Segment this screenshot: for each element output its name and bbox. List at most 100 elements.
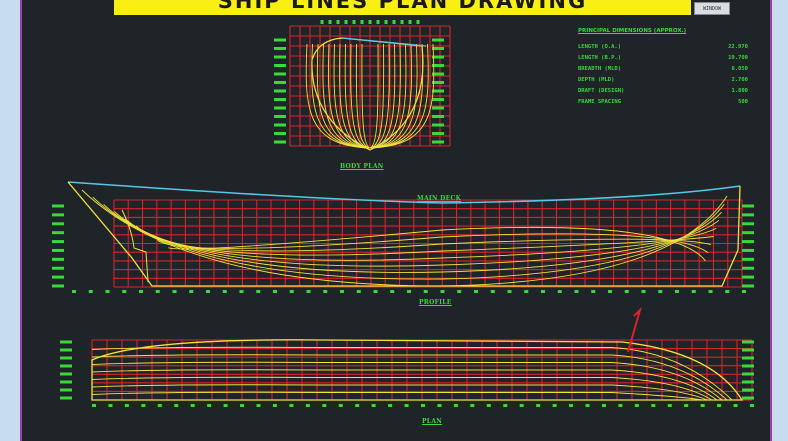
body-plan-station-mark	[320, 20, 324, 24]
banner-text: SHIP LINES PLAN DRAWING	[217, 0, 588, 13]
profile-buttock-line	[103, 204, 722, 273]
plan-waterline-mark	[60, 356, 72, 360]
plan-station-tick	[667, 404, 672, 407]
profile-station-tick	[373, 290, 378, 293]
plan-station-tick	[453, 404, 458, 407]
main-deck-line	[67, 181, 741, 204]
plan-station-tick	[503, 404, 508, 407]
profile-station-tick	[407, 290, 411, 293]
body-plan-waterline-mark	[432, 72, 444, 76]
profile-station-tick	[474, 290, 478, 293]
profile-station-tick	[658, 290, 663, 293]
profile-station-tick	[340, 290, 344, 293]
plan-waterline-mark	[60, 340, 72, 344]
profile-station-tick	[323, 290, 328, 293]
profile-waterline-mark	[742, 257, 754, 261]
body-plan-section-line	[369, 43, 418, 149]
plan-station-tick	[601, 404, 606, 407]
profile-waterline-mark	[742, 284, 754, 288]
profile-waterline-mark	[52, 248, 64, 252]
body-plan-section-line	[369, 43, 379, 149]
profile-station-tick	[306, 290, 311, 293]
plan-station-tick	[174, 404, 179, 407]
dimension-row: LENGTH (B.P.) 19.700	[578, 55, 748, 66]
plan-station-tick	[486, 404, 491, 407]
plan-waterline-mark	[60, 364, 72, 368]
dimension-value: 1.800	[731, 88, 748, 94]
profile-waterline-mark	[742, 204, 754, 208]
window-control-button[interactable]: WINDOW	[694, 2, 730, 15]
body-plan-waterline-mark	[432, 123, 444, 127]
plan-station-tick	[92, 404, 96, 407]
plan-station-tick	[157, 404, 162, 407]
plan-station-tick	[717, 404, 722, 407]
profile-waterline-mark	[52, 284, 64, 288]
profile-waterline-mark	[742, 240, 754, 244]
dimensions-title: PRINCIPAL DIMENSIONS (APPROX.)	[578, 28, 687, 34]
plan-waterline-mark	[742, 396, 754, 400]
main-deck-label: MAIN DECK	[417, 195, 462, 202]
dimension-label: FRAME SPACING	[578, 99, 622, 105]
profile-waterline-mark	[52, 213, 64, 217]
body-plan-waterline-mark	[274, 98, 286, 101]
dimension-row: FRAME SPACING 500	[578, 99, 748, 110]
body-plan-station-mark	[408, 20, 412, 24]
plan-waterline	[91, 354, 728, 401]
plan-station-tick	[536, 404, 541, 407]
body-plan-station-mark	[328, 20, 332, 24]
plan-waterline-mark	[742, 356, 754, 360]
body-plan-station-mark	[384, 20, 388, 24]
profile-label: PROFILE	[419, 299, 452, 306]
plan-station-tick	[651, 404, 656, 407]
profile-waterline-mark	[742, 231, 754, 235]
body-plan-section-line	[305, 43, 371, 149]
plan-station-tick	[141, 404, 146, 407]
plan-waterline	[91, 376, 713, 401]
plan-waterline-mark	[60, 372, 72, 376]
body-plan-station-mark	[368, 20, 372, 24]
body-plan-section-line	[369, 43, 401, 149]
plan-station-tick	[108, 404, 113, 407]
plan-station-tick	[437, 404, 442, 407]
body-plan-waterline-mark	[274, 64, 286, 67]
profile-waterline-mark	[742, 213, 754, 217]
body-plan-waterline-mark	[274, 132, 286, 135]
body-plan-waterline-mark	[432, 47, 444, 50]
plan-label: PLAN	[422, 418, 443, 425]
profile-station-tick	[88, 290, 93, 293]
plan-waterline-mark	[60, 348, 72, 352]
profile-station-tick	[72, 290, 76, 293]
body-plan-station-mark	[352, 20, 356, 24]
plan-station-tick	[552, 404, 557, 407]
plan-waterline	[91, 384, 708, 401]
body-plan-waterline-mark	[274, 89, 286, 93]
profile-station-tick	[390, 290, 395, 293]
profile-waterline-mark	[52, 257, 64, 261]
body-plan-station-mark	[336, 20, 340, 24]
stern-profile-line	[121, 209, 149, 283]
profile-station-tick	[256, 290, 261, 293]
dimension-label: DEPTH (MLD)	[578, 77, 615, 83]
profile-station-tick	[708, 290, 713, 293]
plan-waterline-mark	[60, 396, 72, 400]
plan-waterline-mark	[742, 364, 754, 368]
body-plan-waterline-mark	[274, 106, 286, 110]
plan-station-tick	[289, 404, 294, 407]
profile-station-tick	[206, 290, 210, 293]
profile-station-tick	[356, 290, 361, 293]
body-plan-waterline-mark	[432, 115, 444, 118]
plan-station-tick	[700, 404, 705, 407]
body-plan-label: BODY PLAN	[340, 163, 384, 170]
plan-station-tick	[355, 404, 360, 407]
cad-drawing-canvas[interactable]: BODY PLAN MAIN DECK PROFILE PLAN PRINCIP…	[20, 0, 772, 441]
profile-waterline-mark	[52, 275, 64, 279]
plan-station-tick	[272, 404, 277, 407]
profile-waterline-mark	[742, 275, 754, 279]
profile-waterline-mark	[742, 222, 754, 226]
dimension-value: 2.700	[731, 77, 748, 83]
profile-waterline-mark	[52, 240, 64, 244]
profile-station-tick	[608, 290, 612, 293]
dimension-label: LENGTH (B.P.)	[578, 55, 622, 61]
profile-station-tick	[273, 290, 277, 293]
plan-waterline	[91, 391, 703, 401]
